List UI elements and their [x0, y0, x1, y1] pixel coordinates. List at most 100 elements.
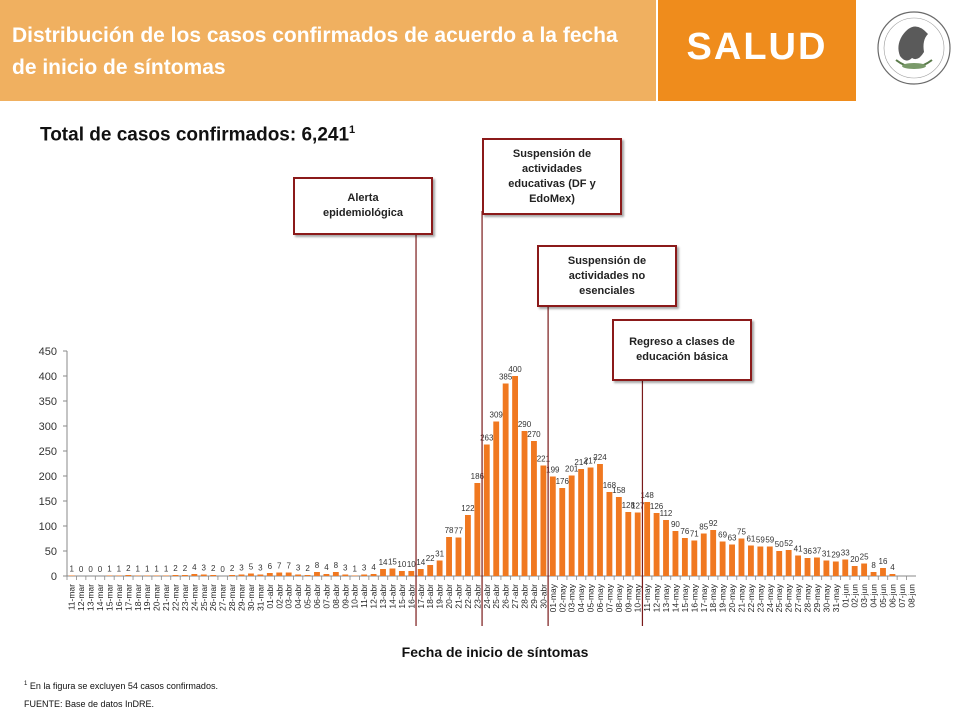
x-tick-label: 14-may	[670, 583, 680, 612]
data-label: 1	[136, 565, 141, 574]
bar	[398, 571, 405, 576]
data-label: 31	[435, 550, 444, 559]
data-label: 290	[518, 420, 532, 429]
data-label: 3	[362, 564, 367, 573]
y-tick-label: 350	[39, 396, 57, 408]
data-label: 263	[480, 434, 494, 443]
x-tick-label: 13-abr	[378, 584, 388, 609]
bar	[842, 559, 849, 576]
bar	[729, 544, 735, 576]
bar	[106, 575, 113, 576]
data-label: 33	[841, 549, 850, 558]
bar	[483, 444, 490, 576]
data-label: 217	[584, 457, 598, 466]
x-tick-label: 26-mar	[208, 584, 218, 611]
brand-band: SALUD	[658, 0, 856, 101]
y-tick-label: 400	[39, 371, 57, 383]
bar	[436, 560, 443, 576]
data-label: 1	[107, 565, 112, 574]
x-tick-label: 15-abr	[397, 584, 407, 609]
data-label: 112	[660, 509, 673, 518]
x-tick-label: 17-mar	[123, 584, 133, 611]
bar	[502, 383, 509, 576]
bar	[757, 546, 764, 576]
bar	[549, 476, 556, 576]
x-tick-label: 08-abr	[331, 584, 341, 609]
bar	[342, 574, 349, 576]
x-tick-label: 20-may	[727, 583, 737, 612]
eagle-seal-icon	[877, 11, 951, 85]
page-title: Distribución de los casos confirmados de…	[12, 24, 618, 79]
x-tick-label: 11-may	[642, 583, 652, 611]
bar	[597, 464, 603, 576]
data-label: 61	[746, 535, 755, 544]
bar	[710, 530, 717, 576]
bar	[521, 431, 528, 576]
bar	[870, 572, 877, 576]
x-tick-label: 28-may	[803, 583, 813, 612]
x-tick-label: 03-may	[567, 583, 577, 612]
data-label: 168	[603, 481, 617, 490]
data-label: 221	[537, 455, 551, 464]
x-tick-label: 21-may	[736, 583, 746, 612]
x-tick-label: 25-may	[774, 583, 784, 612]
bar	[304, 575, 311, 576]
data-label: 59	[765, 536, 774, 545]
data-label: 10	[407, 560, 416, 569]
bar	[700, 533, 707, 576]
bar	[681, 538, 688, 576]
data-label: 41	[794, 545, 803, 554]
footnote: 1 En la figura se excluyen 54 casos conf…	[24, 681, 218, 691]
y-tick-label: 450	[39, 346, 57, 358]
bar	[125, 575, 132, 576]
bar	[191, 574, 198, 576]
bar	[615, 497, 622, 576]
annotation-alerta-text: Alerta epidemiológica	[322, 192, 404, 219]
x-tick-label: 03-jun	[859, 584, 869, 608]
bar	[68, 575, 75, 576]
annotation-suspension-educativas: Suspensión de actividades educativas (DF…	[482, 138, 622, 215]
x-tick-label: 14-mar	[95, 584, 105, 611]
x-tick-label: 11-abr	[359, 584, 369, 608]
y-tick-label: 250	[39, 446, 57, 458]
bar	[747, 545, 754, 576]
x-tick-label: 19-may	[718, 583, 728, 612]
bar	[738, 538, 745, 576]
data-label: 2	[230, 564, 235, 573]
x-tick-label: 18-may	[708, 583, 718, 612]
x-tick-label: 21-mar	[161, 584, 171, 611]
bar	[351, 575, 358, 576]
x-tick-label: 29-abr	[529, 584, 539, 609]
data-label: 63	[728, 534, 737, 543]
x-tick-label: 19-abr	[435, 584, 445, 609]
x-tick-label: 04-jun	[869, 584, 879, 608]
x-tick-label: 06-jun	[887, 584, 897, 608]
bar	[578, 469, 585, 576]
bar	[766, 546, 773, 576]
title-band: Distribución de los casos confirmados de…	[0, 0, 656, 101]
national-seal-logo	[862, 0, 960, 101]
x-tick-label: 06-may	[595, 583, 605, 612]
data-label: 85	[699, 523, 708, 532]
data-label: 7	[277, 562, 282, 571]
data-label: 0	[98, 565, 103, 574]
bar	[276, 572, 283, 576]
data-label: 37	[812, 547, 821, 556]
bar	[248, 573, 254, 576]
x-tick-label: 07-abr	[321, 584, 331, 609]
bar	[587, 467, 594, 576]
x-tick-label: 15-may	[680, 583, 690, 612]
x-tick-label: 31-may	[831, 583, 841, 612]
x-tick-label: 24-mar	[189, 584, 199, 611]
bar	[408, 571, 415, 576]
bar	[314, 572, 320, 576]
data-label: 69	[718, 531, 727, 540]
data-label: 90	[671, 520, 680, 529]
data-label: 3	[202, 564, 207, 573]
y-tick-label: 0	[51, 571, 57, 583]
x-tick-label: 22-abr	[463, 584, 473, 609]
data-label: 8	[334, 561, 339, 570]
x-tick-label: 05-jun	[878, 584, 888, 608]
x-tick-label: 28-abr	[520, 584, 530, 609]
x-tick-label: 13-mar	[86, 584, 96, 611]
